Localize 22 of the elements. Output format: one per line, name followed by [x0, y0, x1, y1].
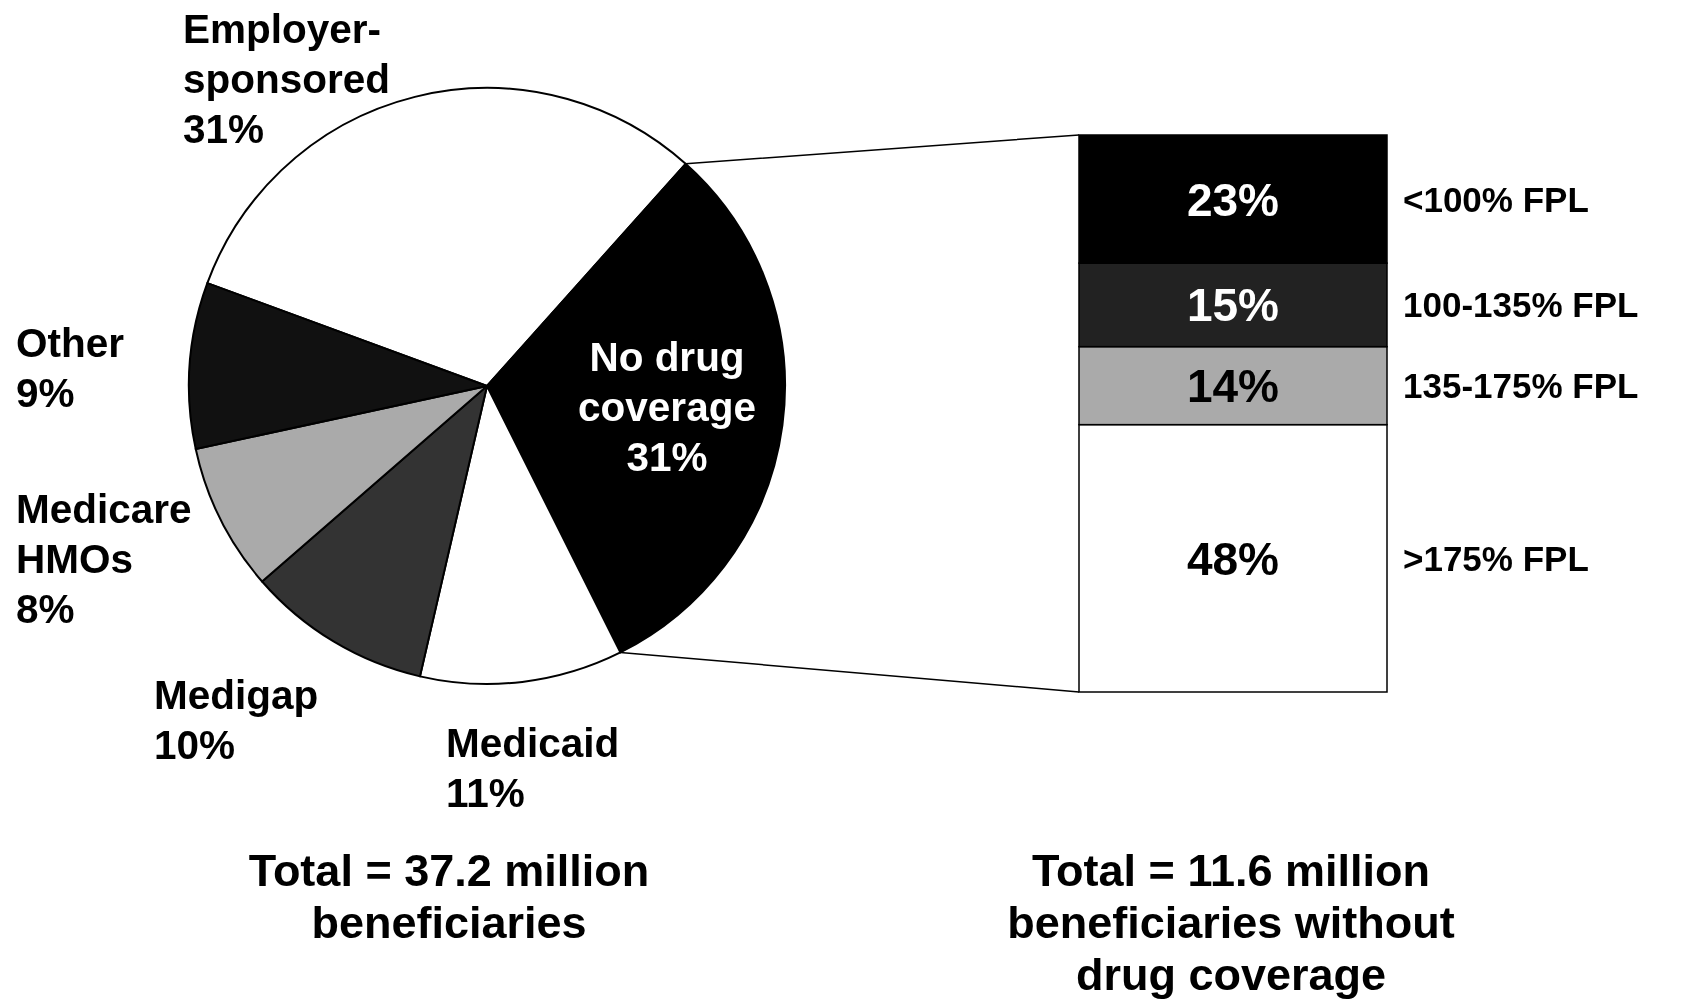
slice-label: No drug coverage — [578, 334, 756, 430]
data-label: 23% — [1186, 173, 1280, 226]
data-label: 14% — [1186, 360, 1280, 413]
data-label: 48% — [1186, 532, 1280, 585]
data-label: 31% — [626, 434, 708, 480]
data-label: 8% — [16, 586, 75, 632]
data-label: 31% — [183, 106, 265, 152]
data-label: 10% — [154, 722, 236, 768]
data-label: 11% — [446, 770, 525, 816]
text: Total = 11.6 million beneficiaries without drug coverage — [1007, 845, 1455, 1000]
slice-label: Employer-sponsored — [183, 6, 391, 102]
data-label: 15% — [1186, 279, 1280, 332]
slice-label: Medicaid — [446, 720, 620, 766]
slice-label: Other — [16, 320, 125, 366]
series-label: >175% FPL — [1403, 538, 1589, 578]
slice-label: Medicare HMOs — [16, 486, 192, 582]
series-label: 135-175% FPL — [1403, 366, 1639, 406]
text: Total = 37.2 million beneficiaries — [248, 845, 650, 948]
data-label: 9% — [16, 370, 75, 416]
series-label: 100-135% FPL — [1403, 285, 1639, 325]
slice-label: Medigap — [154, 672, 319, 718]
series-label: <100% FPL — [1403, 179, 1589, 219]
